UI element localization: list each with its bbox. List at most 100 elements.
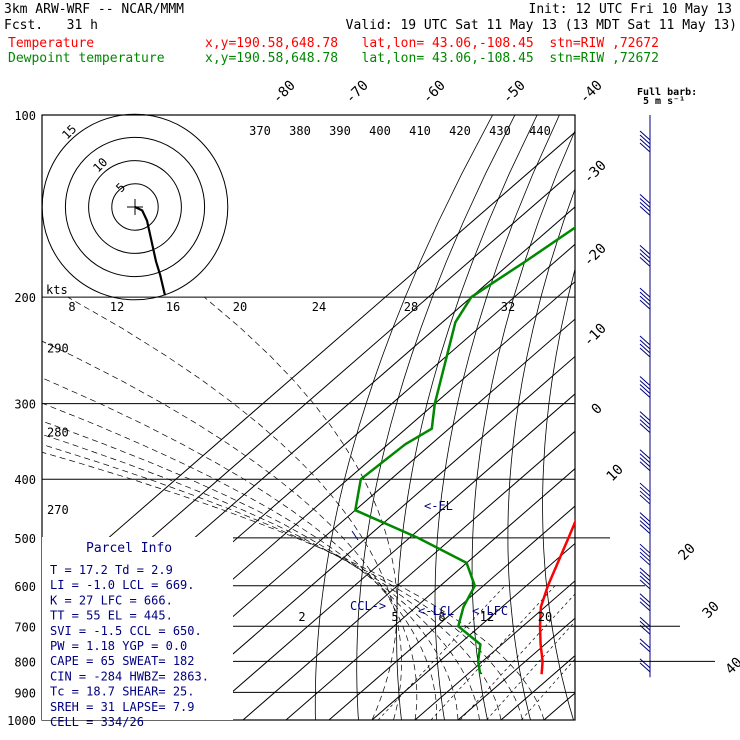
dry-adiabat-line [396, 115, 538, 720]
mixing-ratio-label: 20 [233, 300, 247, 314]
wind-barb [639, 567, 651, 578]
pressure-tick-label: 900 [14, 686, 36, 700]
hodograph-ring-label: 10 [90, 155, 110, 175]
pressure-tick-label: 300 [14, 398, 36, 412]
theta-label: 410 [409, 124, 431, 138]
pressure-tick-label: 200 [14, 291, 36, 305]
isotherm-line [457, 617, 575, 720]
mixing-ratio-label: 24 [312, 300, 326, 314]
moist-adiabat-line [42, 377, 437, 720]
parcel-info-row: CELL = 334/26 [50, 715, 144, 729]
barb-legend-title: Full barb: [637, 87, 697, 98]
temperature-location: x,y=190.58,648.78 lat,lon= 43.06,-108.45… [205, 36, 659, 51]
wind-barb [639, 453, 651, 464]
parcel-info-box [42, 537, 233, 720]
dry-adiabat-line [609, 115, 671, 720]
el-marker: <-EL [424, 499, 453, 513]
parcel-info-row: CIN = -284 HWBZ= 2863. [50, 669, 209, 683]
el-tick [351, 530, 359, 541]
wind-barb [639, 512, 651, 522]
valid-time: Valid: 19 UTC Sat 11 May 13 (13 MDT Sat … [345, 18, 737, 33]
isotherm-label: 30 [700, 599, 723, 622]
isotherm-label: -40 [577, 78, 606, 107]
model-label: 3km ARW-WRF -- NCAR/MMM [4, 2, 185, 17]
isotherm-line [156, 355, 575, 720]
isotherm-label: 10 [604, 462, 627, 485]
pressure-tick-label: 800 [14, 655, 36, 669]
dry-adiabat-line [730, 115, 740, 720]
wind-barb [639, 579, 651, 590]
theta-label: 400 [369, 124, 391, 138]
forecast-hour: Fcst. 31 h [4, 18, 98, 33]
dewpoint-legend: Dewpoint temperature [8, 51, 165, 66]
mixing-ratio-label: 12 [110, 300, 124, 314]
parcel-info-row: CAPE = 65 SWEAT= 182 [50, 654, 195, 668]
isotherm-label: -20 [581, 241, 610, 270]
wind-barb [639, 593, 651, 604]
dry-adiabat-line [542, 267, 575, 720]
pressure-tick-label: 400 [14, 473, 36, 487]
mixing-ratio-label: 16 [166, 300, 180, 314]
series-layer [354, 226, 575, 675]
temperature-legend: Temperature [8, 36, 95, 51]
mixing-ratio-label: 20 [538, 610, 552, 624]
moist-adiabat-line [42, 402, 459, 720]
wind-barb [639, 384, 651, 394]
wind-barb [639, 555, 651, 566]
temperature-profile [538, 519, 575, 675]
theta-side-label: 280 [47, 426, 69, 440]
parcel-info-panel: Parcel Info T = 17.2 Td = 2.9LI = -1.0 LC… [42, 537, 233, 729]
theta-label: 430 [489, 124, 511, 138]
wind-barb [639, 482, 651, 493]
mixing-ratio-label: 32 [501, 300, 515, 314]
wind-barb [639, 138, 651, 149]
dry-adiabat-line [314, 115, 493, 720]
wind-barb [639, 616, 651, 627]
wind-barb [639, 249, 651, 259]
dry-adiabat-line [434, 115, 560, 720]
isotherm-line [371, 542, 575, 720]
wind-barb [639, 423, 651, 433]
isotherm-line [199, 393, 575, 720]
isotherm-label: -30 [581, 158, 610, 187]
theta-label: 390 [329, 124, 351, 138]
wind-barb [639, 516, 651, 526]
mixing-ratio-label: 2 [298, 610, 305, 624]
parcel-info-row: LI = -1.0 LCL = 669. [50, 578, 195, 592]
wind-barb [639, 257, 651, 267]
wind-barb [639, 520, 651, 530]
hodograph-unit-label: kts [46, 283, 68, 297]
isotherm-label: 40 [723, 655, 740, 678]
wind-barb [639, 142, 651, 153]
theta-side-label: 270 [47, 503, 69, 517]
mixing-ratio-line [521, 658, 575, 720]
barb-legend-unit: 5 m s⁻¹ [643, 96, 685, 107]
parcel-info-row: K = 27 LFC = 666. [50, 593, 173, 607]
wind-barb [639, 291, 651, 302]
dry-adiabat-line [356, 115, 516, 720]
wind-barb [639, 662, 651, 673]
isotherm-label: 0 [589, 401, 606, 418]
isotherm-label: -70 [343, 78, 372, 107]
hodograph-ring-label: 15 [59, 122, 79, 142]
pressure-tick-label: 500 [14, 532, 36, 546]
wind-barb [639, 419, 651, 429]
wind-barb [639, 287, 651, 298]
theta-label: 440 [529, 124, 551, 138]
wind-barb [639, 253, 651, 263]
wind-barb [639, 658, 651, 669]
dry-adiabat-line [671, 115, 740, 720]
isotherm-label: -60 [420, 78, 449, 107]
wind-barb [639, 376, 651, 386]
wind-barb [639, 543, 651, 554]
pressure-tick-label: 1000 [7, 714, 36, 728]
hodograph: 510 15 kts [41, 113, 229, 301]
hodograph-ring [41, 113, 229, 301]
dry-adiabat-line [471, 129, 575, 720]
hodograph-ring [88, 160, 182, 254]
wind-barb [639, 245, 651, 255]
isotherm-label: -50 [500, 78, 529, 107]
parcel-info-row: T = 17.2 Td = 2.9 [50, 563, 173, 577]
wind-barb [639, 206, 651, 216]
